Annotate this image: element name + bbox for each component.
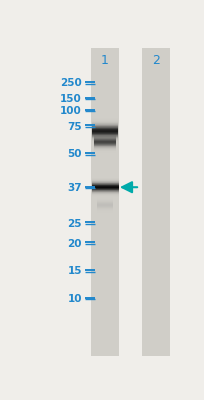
Text: 37: 37 <box>67 183 82 193</box>
Text: 25: 25 <box>67 218 82 228</box>
Text: 2: 2 <box>151 54 159 67</box>
Bar <box>90 48 119 356</box>
Text: 20: 20 <box>67 238 82 248</box>
Text: 75: 75 <box>67 122 82 132</box>
Text: 10: 10 <box>67 294 82 304</box>
Bar <box>141 48 169 356</box>
Text: 50: 50 <box>67 149 82 159</box>
Text: 150: 150 <box>60 94 82 104</box>
Text: 1: 1 <box>101 54 109 67</box>
Text: 100: 100 <box>60 106 82 116</box>
Text: 15: 15 <box>67 266 82 276</box>
Text: 250: 250 <box>60 78 82 88</box>
